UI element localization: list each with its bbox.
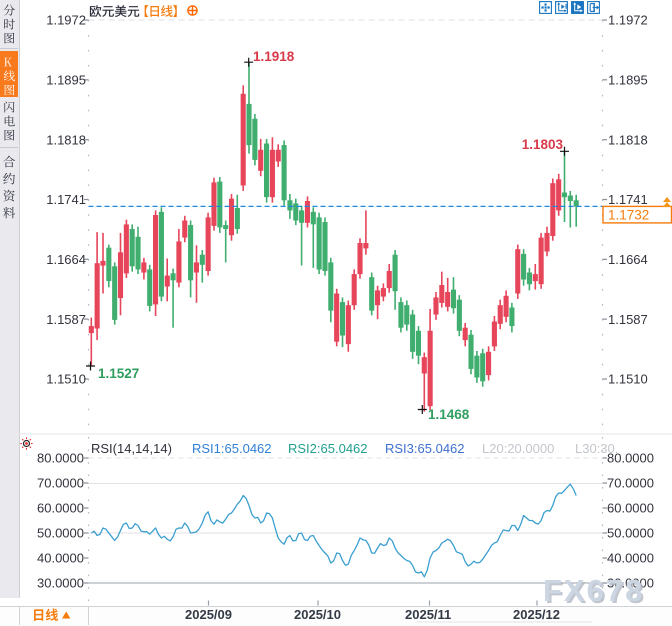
svg-text:FX678: FX678	[543, 573, 644, 608]
svg-text:70.0000: 70.0000	[37, 476, 84, 491]
svg-text:RSI(14,14,14): RSI(14,14,14)	[91, 441, 172, 456]
svg-text:1.1510: 1.1510	[46, 372, 86, 387]
svg-text:1.1895: 1.1895	[608, 73, 648, 88]
svg-text:60.0000: 60.0000	[37, 501, 84, 516]
svg-text:1.1664: 1.1664	[608, 252, 648, 267]
svg-text:1.1732: 1.1732	[608, 207, 649, 222]
svg-text:1.1818: 1.1818	[46, 132, 86, 147]
svg-text:50.0000: 50.0000	[607, 526, 654, 541]
svg-text:1.1741: 1.1741	[608, 192, 648, 207]
svg-text:L20:20.0000: L20:20.0000	[482, 441, 554, 456]
svg-text:1.1664: 1.1664	[46, 252, 86, 267]
svg-text:80.0000: 80.0000	[607, 451, 654, 466]
svg-text:1.1918: 1.1918	[253, 49, 295, 64]
svg-text:1.1527: 1.1527	[98, 366, 139, 381]
svg-text:30.0000: 30.0000	[607, 576, 654, 591]
svg-text:1.1803: 1.1803	[522, 137, 564, 152]
svg-text:60.0000: 60.0000	[607, 501, 654, 516]
svg-text:40.0000: 40.0000	[607, 551, 654, 566]
svg-text:1.1510: 1.1510	[608, 372, 648, 387]
svg-text:1.1468: 1.1468	[428, 407, 470, 422]
svg-text:30.0000: 30.0000	[37, 576, 84, 591]
svg-text:1.1972: 1.1972	[608, 13, 648, 28]
svg-text:80.0000: 80.0000	[37, 451, 84, 466]
svg-text:1.1587: 1.1587	[608, 312, 648, 327]
svg-text:1.1972: 1.1972	[46, 13, 86, 28]
svg-text:40.0000: 40.0000	[37, 551, 84, 566]
svg-text:L30:30.: L30:30.	[575, 441, 618, 456]
svg-text:1.1818: 1.1818	[608, 132, 648, 147]
svg-text:RSI2:65.0462: RSI2:65.0462	[288, 441, 368, 456]
svg-text:50.0000: 50.0000	[37, 526, 84, 541]
svg-text:1.1741: 1.1741	[46, 192, 86, 207]
svg-text:RSI1:65.0462: RSI1:65.0462	[192, 441, 272, 456]
svg-text:FX678: FX678	[545, 575, 646, 610]
svg-text:1.1587: 1.1587	[46, 312, 86, 327]
svg-text:RSI3:65.0462: RSI3:65.0462	[385, 441, 465, 456]
svg-text:1.1895: 1.1895	[46, 73, 86, 88]
svg-text:70.0000: 70.0000	[607, 476, 654, 491]
